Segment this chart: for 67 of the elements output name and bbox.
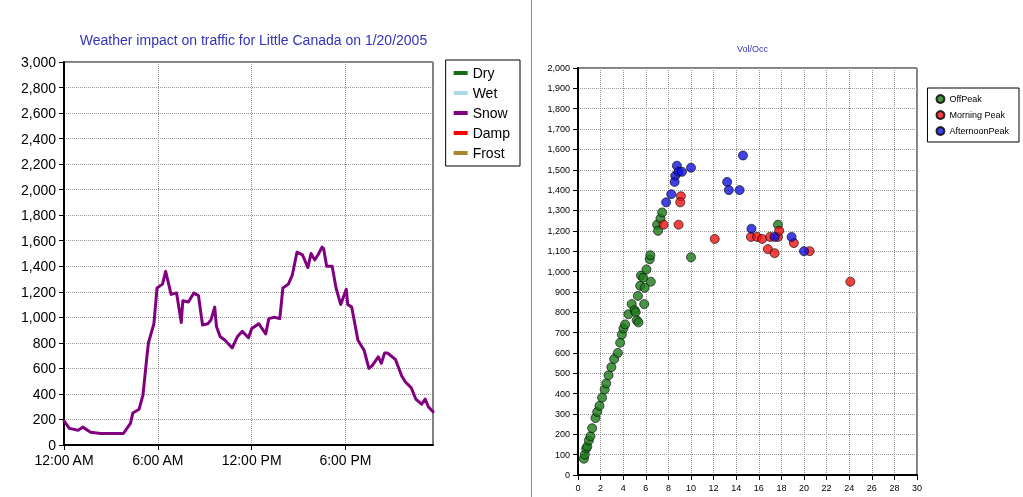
x-tick-label: 20 [798,482,810,493]
y-tick-label: 1,000 [20,309,57,326]
x-tick-label: 16 [753,482,764,493]
x-tick-label: 18 [776,482,787,493]
x-tick-label: 10 [685,482,697,493]
y-tick-label: 2,000 [20,181,57,198]
y-tick-label: 1,400 [20,258,57,275]
x-tick-label: 30 [911,482,923,493]
legend-label: Wet [472,85,498,101]
x-tick-label: 12:00 PM [221,452,282,468]
x-tick-label: 12:00 AM [34,452,94,468]
legend-label: AfternoonPeak [949,126,1010,136]
y-tick-label: 200 [554,429,570,440]
y-tick-label: 600 [554,347,570,358]
x-tick-label: 22 [821,482,832,493]
y-tick-label: 1,300 [547,205,570,216]
y-tick-label: 2,200 [20,156,57,173]
y-tick-label: 1,000 [547,266,570,277]
y-tick-label: 2,400 [20,130,57,147]
chart-title: Vol/Occ [736,43,769,54]
x-tick-label: 24 [844,482,855,493]
legend-label: OffPeak [949,94,983,104]
x-tick-label: 2 [598,482,604,493]
legend-label: Snow [472,105,509,121]
y-tick-label: 500 [554,368,570,379]
y-tick-label: 1,200 [547,225,570,236]
y-tick-label: 1,700 [547,124,570,135]
x-tick-label: 26 [866,482,877,493]
x-tick-label: 14 [731,482,742,493]
x-tick-label: 6 [643,482,649,493]
y-tick-label: 300 [554,408,570,419]
y-tick-label: 600 [32,360,57,377]
legend-label: Damp [472,125,511,141]
y-tick-label: 1,600 [547,144,570,155]
y-tick-label: 2,800 [20,79,57,96]
x-tick-label: 0 [575,482,581,493]
y-tick-label: 200 [32,411,57,428]
y-tick-label: 400 [554,388,570,399]
legend-label: Morning Peak [949,110,1006,120]
y-tick-label: 900 [554,286,570,297]
legend-label: Dry [472,65,495,81]
y-tick-label: 3,000 [20,54,57,70]
y-tick-label: 1,200 [20,283,57,300]
x-tick-label: 4 [620,482,626,493]
x-tick-label: 28 [889,482,900,493]
y-tick-label: 1,400 [547,185,570,196]
y-tick-label: 1,800 [547,103,570,114]
y-tick-label: 2,600 [20,105,57,122]
y-tick-label: 1,900 [547,83,570,94]
y-tick-label: 0 [48,437,57,453]
chart-title: Weather impact on traffic for Little Canada on 1/20/2005 [79,32,428,48]
x-tick-label: 6:00 AM [132,452,184,468]
legend-label: Frost [472,145,505,161]
y-tick-label: 800 [554,307,570,318]
y-tick-label: 400 [32,385,57,402]
y-tick-label: 700 [554,327,570,338]
y-tick-label: 2,000 [547,63,570,73]
x-tick-label: 8 [665,482,671,493]
y-tick-label: 800 [32,334,57,351]
y-tick-label: 1,800 [20,207,57,224]
y-tick-label: 0 [564,470,570,480]
x-tick-label: 12 [708,482,719,493]
y-tick-label: 1,600 [20,232,57,249]
y-tick-label: 1,100 [547,246,570,257]
x-tick-label: 6:00 PM [319,452,372,468]
y-tick-label: 100 [554,449,570,460]
y-tick-label: 1,500 [547,164,570,175]
